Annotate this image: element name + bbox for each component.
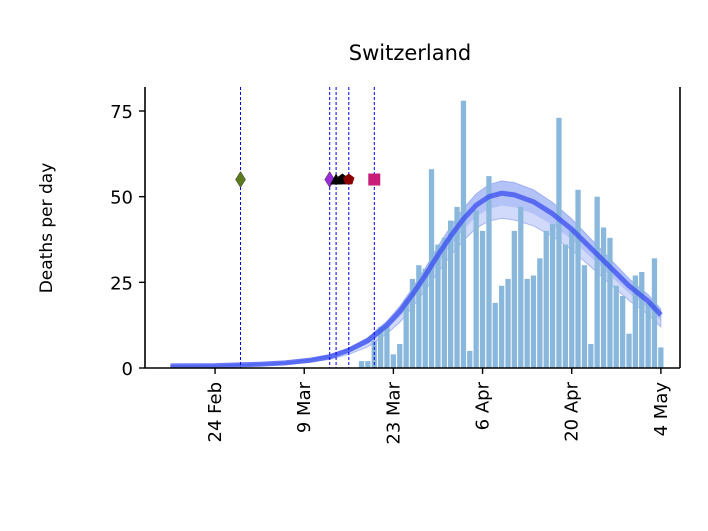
fit-band-layer (170, 180, 662, 368)
bar (600, 227, 607, 368)
bar (422, 268, 428, 368)
marker-diamond (235, 171, 246, 188)
bar (365, 361, 371, 368)
x-tick-label: 4 May (651, 382, 672, 437)
y-tick-label: 50 (110, 188, 133, 209)
bar (620, 296, 626, 368)
bar (549, 224, 556, 368)
bars-layer (358, 100, 664, 368)
bar (435, 244, 441, 368)
intervention-markers-layer (235, 171, 381, 188)
marker-pentagon (343, 173, 355, 185)
bar (492, 302, 498, 368)
bar (588, 344, 594, 368)
bar (594, 196, 600, 368)
x-tick-label: 20 Apr (562, 381, 583, 441)
bar (658, 347, 664, 368)
bar (524, 278, 530, 368)
bar (537, 258, 543, 368)
fit-band-outer (170, 180, 662, 368)
bar (479, 230, 486, 368)
bar (575, 189, 581, 368)
bar (562, 244, 568, 368)
bar (581, 265, 588, 368)
bar (651, 258, 658, 368)
fit-line (170, 190, 663, 369)
x-tick-label: 23 Mar (383, 381, 404, 444)
bar (543, 230, 549, 368)
bar (511, 230, 517, 368)
bar (403, 299, 409, 368)
bar (556, 117, 562, 368)
bar (448, 220, 454, 368)
bar (441, 237, 447, 368)
bar (460, 100, 467, 368)
fit-band-inner (170, 180, 661, 367)
bar (473, 210, 479, 368)
bar (384, 326, 390, 368)
bar (486, 176, 492, 368)
bar (467, 350, 473, 368)
y-tick-label: 0 (122, 359, 133, 380)
bar (499, 285, 505, 368)
x-tick-label: 24 Feb (205, 382, 226, 443)
marker-square (368, 173, 381, 186)
fit-line-layer (170, 190, 663, 369)
bar (378, 326, 384, 368)
y-tick-label: 25 (110, 273, 133, 294)
bar (518, 206, 524, 368)
bar (569, 230, 575, 368)
bar (626, 333, 632, 368)
bar (397, 344, 403, 368)
bar (639, 272, 645, 368)
bar (645, 302, 651, 368)
bar (416, 265, 422, 368)
y-tick-label: 75 (110, 102, 133, 123)
y-axis-label: Deaths per day (37, 163, 57, 294)
chart-title: Switzerland (349, 41, 472, 65)
intervention-lines-layer (240, 87, 375, 368)
bar (409, 278, 416, 368)
x-tick-label: 6 Apr (473, 381, 494, 430)
bar (530, 275, 537, 368)
axes: 0 25 50 75 24 Feb 9 Mar 23 Mar 6 Apr 20 Apr 4 May (110, 87, 681, 445)
bar (358, 361, 365, 368)
bar (613, 285, 619, 368)
bar (454, 206, 460, 368)
bar (505, 278, 511, 368)
x-tick-label: 9 Mar (294, 381, 315, 433)
bar (607, 237, 613, 368)
bar (632, 275, 638, 368)
bar (390, 354, 396, 368)
